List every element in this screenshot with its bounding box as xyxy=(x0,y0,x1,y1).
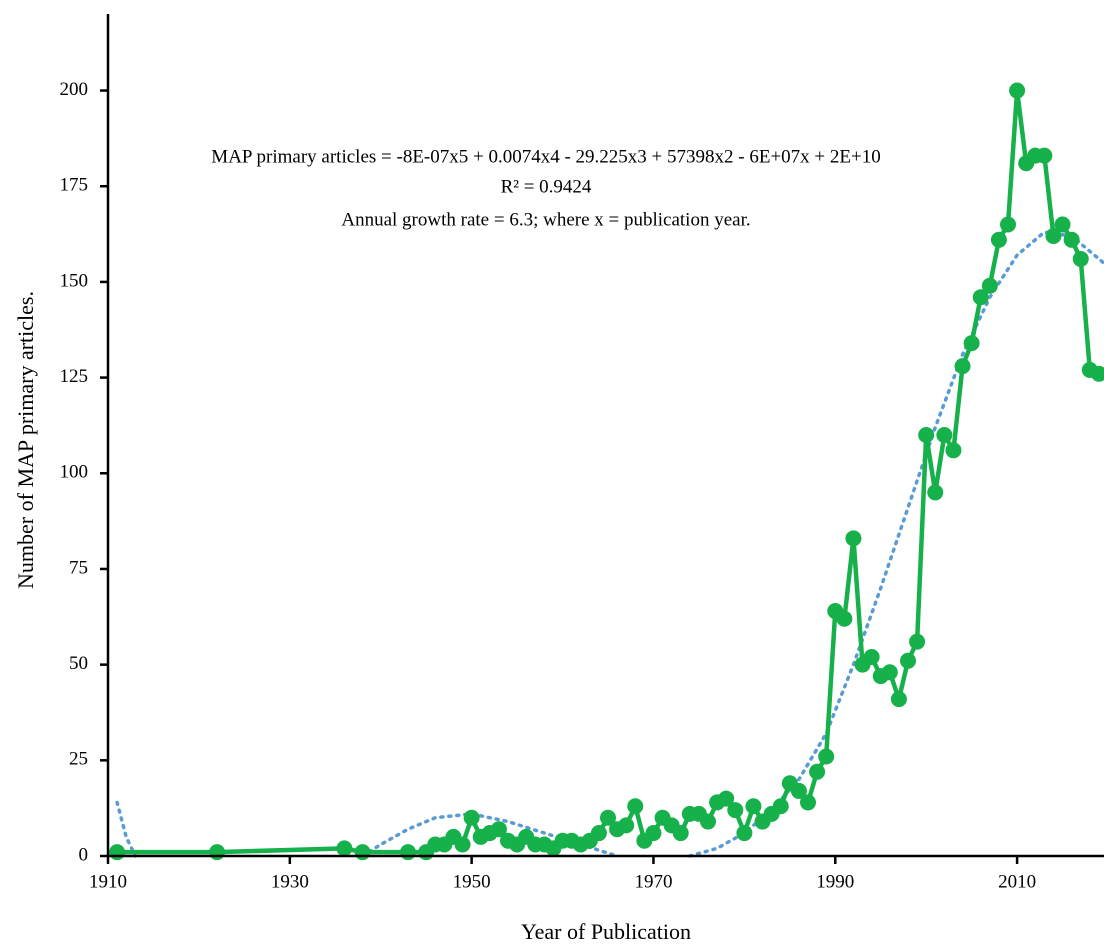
data-point xyxy=(627,798,644,815)
x-tick-label: 2010 xyxy=(998,871,1036,892)
data-point xyxy=(590,825,607,842)
data-point xyxy=(600,809,616,826)
data-point xyxy=(818,748,835,765)
data-point xyxy=(990,231,1007,248)
y-tick-label: 75 xyxy=(69,557,88,578)
y-tick-label: 175 xyxy=(60,175,89,196)
data-point xyxy=(727,802,744,819)
data-point xyxy=(618,817,635,834)
data-point xyxy=(927,484,944,501)
data-point xyxy=(863,648,880,665)
data-point xyxy=(881,664,898,681)
data-point xyxy=(700,813,716,830)
x-axis-title: Year of Publication xyxy=(521,919,691,944)
data-point xyxy=(736,825,753,842)
data-point xyxy=(490,821,507,838)
annotation: Annual growth rate = 6.3; where x = publ… xyxy=(341,209,750,230)
data-point xyxy=(400,844,416,861)
data-point xyxy=(963,335,980,352)
data-point xyxy=(209,844,226,861)
data-point xyxy=(1045,227,1062,244)
data-point xyxy=(981,277,998,294)
data-point xyxy=(1090,365,1104,382)
data-point xyxy=(972,289,989,306)
y-tick-label: 125 xyxy=(60,366,89,387)
data-point xyxy=(918,427,935,443)
data-point xyxy=(845,530,862,547)
data-point xyxy=(336,840,353,857)
data-point xyxy=(800,794,816,811)
y-tick-label: 0 xyxy=(79,844,89,865)
y-tick-label: 25 xyxy=(69,749,88,770)
data-point xyxy=(1009,82,1026,99)
y-axis-title: Number of MAP primary articles. xyxy=(13,291,38,589)
y-tick-label: 100 xyxy=(60,462,89,483)
data-point xyxy=(809,763,826,780)
x-tick-label: 1990 xyxy=(816,871,854,892)
data-point xyxy=(672,825,689,842)
data-point xyxy=(1054,216,1071,233)
annotation: R² = 0.9424 xyxy=(501,176,592,197)
y-tick-label: 200 xyxy=(60,79,89,100)
data-point xyxy=(945,442,962,459)
data-point xyxy=(109,844,126,861)
data-point xyxy=(463,809,480,826)
trendline xyxy=(688,230,1104,858)
data-point xyxy=(454,836,471,853)
data-point xyxy=(354,844,371,861)
data-point xyxy=(1036,147,1053,164)
data-point xyxy=(936,427,953,443)
x-tick-label: 1910 xyxy=(89,871,127,892)
data-point xyxy=(772,798,789,815)
data-point xyxy=(1000,216,1016,233)
data-point xyxy=(1072,250,1089,267)
x-tick-label: 1930 xyxy=(271,871,309,892)
data-point xyxy=(790,782,807,799)
data-point xyxy=(909,633,926,650)
data-point xyxy=(645,825,662,842)
series-line xyxy=(117,88,1100,855)
trendline xyxy=(115,800,138,858)
data-point xyxy=(836,610,853,627)
data-point xyxy=(900,652,916,669)
data-point xyxy=(745,798,762,815)
y-tick-label: 50 xyxy=(69,653,88,674)
data-point xyxy=(954,358,971,375)
x-tick-label: 1950 xyxy=(453,871,491,892)
data-point xyxy=(1063,231,1080,248)
data-point xyxy=(890,691,907,708)
annotation: MAP primary articles = -8E-07x5 + 0.0074… xyxy=(211,146,880,167)
y-tick-label: 150 xyxy=(60,270,89,291)
data-point xyxy=(718,790,735,807)
x-tick-label: 1970 xyxy=(634,871,672,892)
